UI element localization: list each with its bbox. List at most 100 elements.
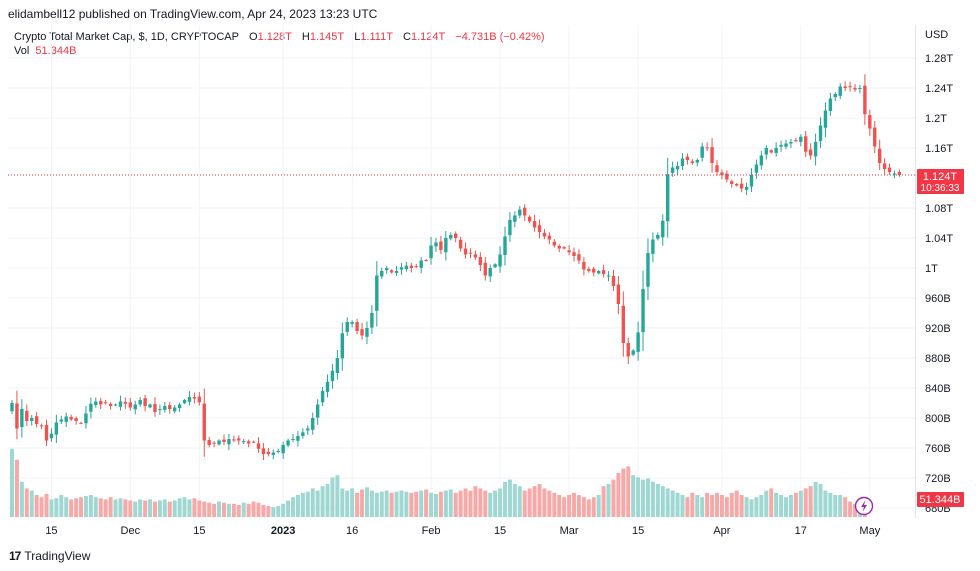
volume-bar [54,498,59,517]
volume-bar [779,495,784,517]
volume-bar [636,477,641,517]
volume-bar [360,489,365,517]
volume-legend: Vol 51.344B [14,45,76,57]
candle-body [503,236,507,255]
candle-body [552,241,556,246]
candle-body [345,322,349,332]
volume-bar [512,484,517,517]
volume-bar [754,497,759,517]
volume-bar [128,500,133,517]
price-badge-value: 1.124T [923,171,958,183]
volume-bar [335,475,340,517]
volume-bar [562,497,567,517]
volume-bar [384,490,389,517]
candle-body [739,183,744,189]
candle-body [892,173,897,175]
brand-name: TradingView [24,549,91,563]
candle-body [808,149,813,156]
candle-body [532,221,537,228]
candle-body [661,220,665,238]
open-label: O [249,31,258,43]
volume-bar [438,491,443,517]
volume-bar [488,492,493,517]
candle-body [730,181,734,184]
candle-body [182,400,187,404]
y-tick-label: 880B [925,353,951,365]
candle-body [217,440,221,445]
volume-bar [567,495,572,517]
close-label: C [403,31,411,43]
y-tick-label: 1.28T [925,53,953,65]
candle-body [675,166,680,170]
y-tick-label: 1.24T [925,83,953,95]
candle-body [537,225,542,232]
candle-body [69,416,73,420]
volume-bar [88,495,93,517]
candle-body [103,402,108,404]
candle-body [246,441,251,444]
volume-bar [591,497,596,517]
candle-body [74,418,78,421]
candle-body [483,262,487,276]
flash-icon[interactable] [854,496,874,516]
volume-bar [552,492,557,517]
candle-body [577,254,581,261]
candle-body [473,254,478,258]
volume-bar [394,491,399,517]
y-tick-label: 920B [925,323,951,335]
volume-bar [463,488,468,517]
volume-bar [611,479,616,517]
candle-body [547,235,552,240]
candle-body [197,396,202,403]
volume-bar [823,490,828,517]
candle-body [631,350,635,355]
candle-body [286,440,290,446]
volume-bar [793,492,798,517]
volume-bar [769,488,774,517]
price-badge-countdown: 10:36:33 [921,183,960,194]
volume-bar [744,497,749,517]
candle-body [232,439,236,441]
candle-body [138,400,142,405]
candle-body [419,260,423,268]
x-tick-label: 15 [494,525,506,537]
volume-bar [350,488,355,517]
candle-body [557,245,561,249]
y-tick-label: 720B [925,473,951,485]
volume-bar [404,491,409,517]
volume-bar [729,492,734,517]
volume-bar [848,501,853,517]
candle-body [54,422,59,435]
candle-body [463,248,468,255]
candle-body [20,409,24,428]
volume-bar [759,495,764,517]
candle-body [695,160,699,163]
volume-bar [680,495,685,517]
volume-bar [281,503,286,517]
volume-bar [300,492,305,517]
candle-body [192,397,197,399]
volume-bar [596,495,601,517]
volume-bar [49,499,54,517]
volume-bar [724,497,729,517]
close-value: 1.124T [410,31,446,43]
volume-bar [739,495,744,517]
volume-bar [187,499,192,517]
tradingview-brand[interactable]: 17 TradingView [9,549,90,563]
volume-bar [34,495,39,517]
candle-body [30,418,34,421]
volume-bar [241,502,246,517]
volume-bar [340,488,345,517]
candle-body [355,322,359,331]
candle-body [636,332,640,352]
candle-body [261,448,266,454]
candle-body [227,439,231,445]
volume-bar [734,490,739,517]
volume-bar [675,492,680,517]
y-tick-label: 960B [925,293,951,305]
volume-bar [838,495,843,517]
volume-bar [276,506,281,517]
volume-bar [24,488,29,517]
volume-bar [670,490,675,517]
